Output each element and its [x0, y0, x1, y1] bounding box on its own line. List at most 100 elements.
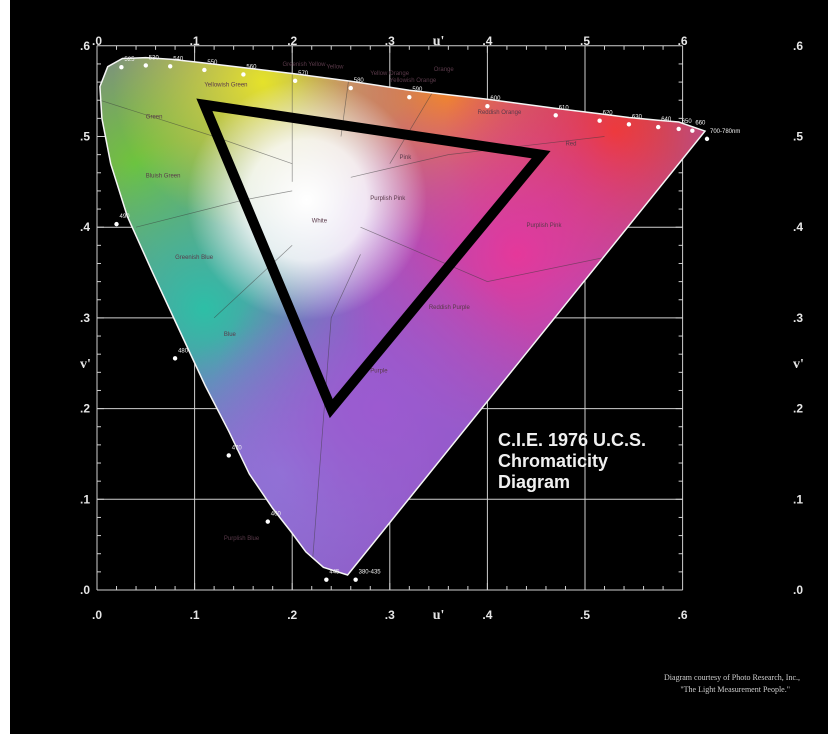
x-tick-label-top: .1	[190, 34, 200, 48]
region-label: Red	[565, 142, 576, 148]
x-tick-label-bottom: .1	[190, 608, 200, 622]
y-tick-label-right: .6	[793, 39, 803, 53]
spectral-locus-fill	[99, 57, 705, 576]
x-tick-label-bottom: .6	[678, 608, 688, 622]
y-tick-label-right: .5	[793, 130, 803, 144]
region-label: Green	[146, 114, 163, 120]
x-tick-label-bottom: .4	[482, 608, 492, 622]
region-label: Greenish Blue	[175, 255, 214, 261]
x-axis-name: u'	[433, 34, 445, 49]
diagram-panel: Green Yellowish Green Greenish Yellow Yello…	[10, 0, 828, 734]
x-tick-label-top: .6	[678, 34, 688, 48]
wavelength-label: 630	[632, 114, 643, 120]
wavelength-label: 590	[412, 87, 423, 93]
wavelength-label: 560	[246, 64, 257, 70]
wavelength-label: 470	[232, 445, 243, 451]
wavelength-label: 490	[120, 214, 131, 220]
wavelength-dot	[168, 64, 173, 69]
y-axis-name: v'	[793, 357, 804, 372]
wavelength-dot	[172, 356, 178, 361]
region-label: Purple	[370, 368, 388, 374]
region-label: Pink	[400, 155, 413, 161]
region-label: Blue	[224, 332, 237, 338]
wavelength-label: 640	[661, 117, 672, 123]
y-tick-label-left: .3	[80, 311, 90, 325]
region-label: Bluish Green	[146, 173, 181, 179]
x-tick-label-top: .2	[287, 34, 297, 48]
region-label: Yellowish Orange	[390, 78, 437, 84]
region-label: Yellow	[326, 64, 344, 70]
y-tick-label-right: .0	[793, 583, 803, 597]
wavelength-labels: 525 530 540 550 560 570 580 590 600 610 620 630 640 6…	[114, 55, 740, 582]
wavelength-dot	[676, 126, 681, 132]
wavelength-dot	[353, 577, 358, 582]
region-label: Purplish Pink	[526, 223, 562, 229]
y-tick-label-right: .2	[793, 402, 803, 416]
region-boundary	[213, 245, 293, 319]
wavelength-dot	[324, 577, 329, 582]
diagram-title-line-2: Chromaticity	[498, 451, 608, 471]
x-tick-label-top: .3	[385, 34, 395, 48]
region-boundary	[311, 254, 361, 572]
wavelength-label: 550	[207, 60, 218, 66]
credit-line-1: Diagram courtesy of Photo Research, Inc.…	[664, 673, 800, 682]
region-label: Greenish Yellow	[282, 62, 326, 68]
wavelength-label: 620	[603, 111, 614, 117]
x-tick-label-top: .4	[482, 34, 492, 48]
wavelength-label: 460	[271, 512, 282, 518]
wavelength-dot	[292, 78, 298, 84]
x-tick-label-top: .0	[92, 34, 102, 48]
wavelength-label: 445	[329, 570, 340, 576]
region-label: White	[312, 219, 328, 225]
wavelength-dot	[656, 124, 661, 130]
axis-ticks: .0.0.1.1.2.2.3.3.4.4.5.5.6.6.0.0.1.1.2.2…	[80, 34, 804, 623]
region-label: Purplish Blue	[224, 536, 260, 542]
y-tick-label-left: .6	[80, 39, 90, 53]
y-tick-label-right: .4	[793, 220, 803, 234]
wavelength-dot	[485, 104, 490, 109]
region-label: Yellowish Green	[204, 83, 247, 89]
diagram-title-line-1: C.I.E. 1976 U.C.S.	[498, 430, 646, 450]
diagram-title-line-3: Diagram	[498, 472, 570, 492]
region-label: Reddish Purple	[429, 305, 471, 311]
region-boundary	[350, 136, 605, 178]
wavelength-label: 525	[124, 57, 135, 63]
x-tick-label-top: .5	[580, 34, 590, 48]
wavelength-label: 480	[178, 348, 189, 354]
x-tick-label-bottom: .5	[580, 608, 590, 622]
region-label: Orange	[434, 67, 455, 73]
x-axis-name: u'	[433, 608, 445, 623]
x-tick-label-bottom: .0	[92, 608, 102, 622]
wavelength-dot	[626, 122, 632, 127]
spectral-locus-outline	[99, 56, 707, 576]
wavelength-label: 660	[695, 121, 706, 127]
y-tick-label-left: .5	[80, 130, 90, 144]
credit-line-2: "The Light Measurement People."	[680, 685, 790, 694]
y-tick-label-left: .0	[80, 583, 90, 597]
y-tick-label-right: .1	[793, 492, 803, 506]
region-label: Reddish Orange	[478, 110, 522, 116]
y-tick-label-right: .3	[793, 311, 803, 325]
gamut-triangle	[196, 98, 551, 419]
wavelength-label: 610	[559, 105, 570, 111]
y-tick-label-left: .4	[80, 220, 90, 234]
locus-color-blob	[99, 57, 705, 576]
y-axis-name: v'	[80, 357, 91, 372]
wavelength-dot	[704, 136, 710, 142]
wavelength-dot	[143, 63, 148, 68]
wavelength-label: 540	[173, 56, 184, 62]
wavelength-dot	[265, 519, 270, 524]
region-label: Yellow Orange	[370, 71, 409, 77]
wavelength-dot	[690, 128, 695, 133]
wavelength-dot	[553, 113, 558, 118]
wavelength-label: 380-435	[359, 570, 382, 576]
region-boundary	[389, 81, 439, 164]
wavelength-label: 600	[490, 96, 501, 102]
wavelength-label: 650	[682, 119, 693, 125]
x-tick-label-bottom: .2	[287, 608, 297, 622]
y-tick-label-left: .1	[80, 492, 90, 506]
wavelength-dot	[226, 453, 231, 458]
wavelength-label: 580	[354, 78, 365, 84]
